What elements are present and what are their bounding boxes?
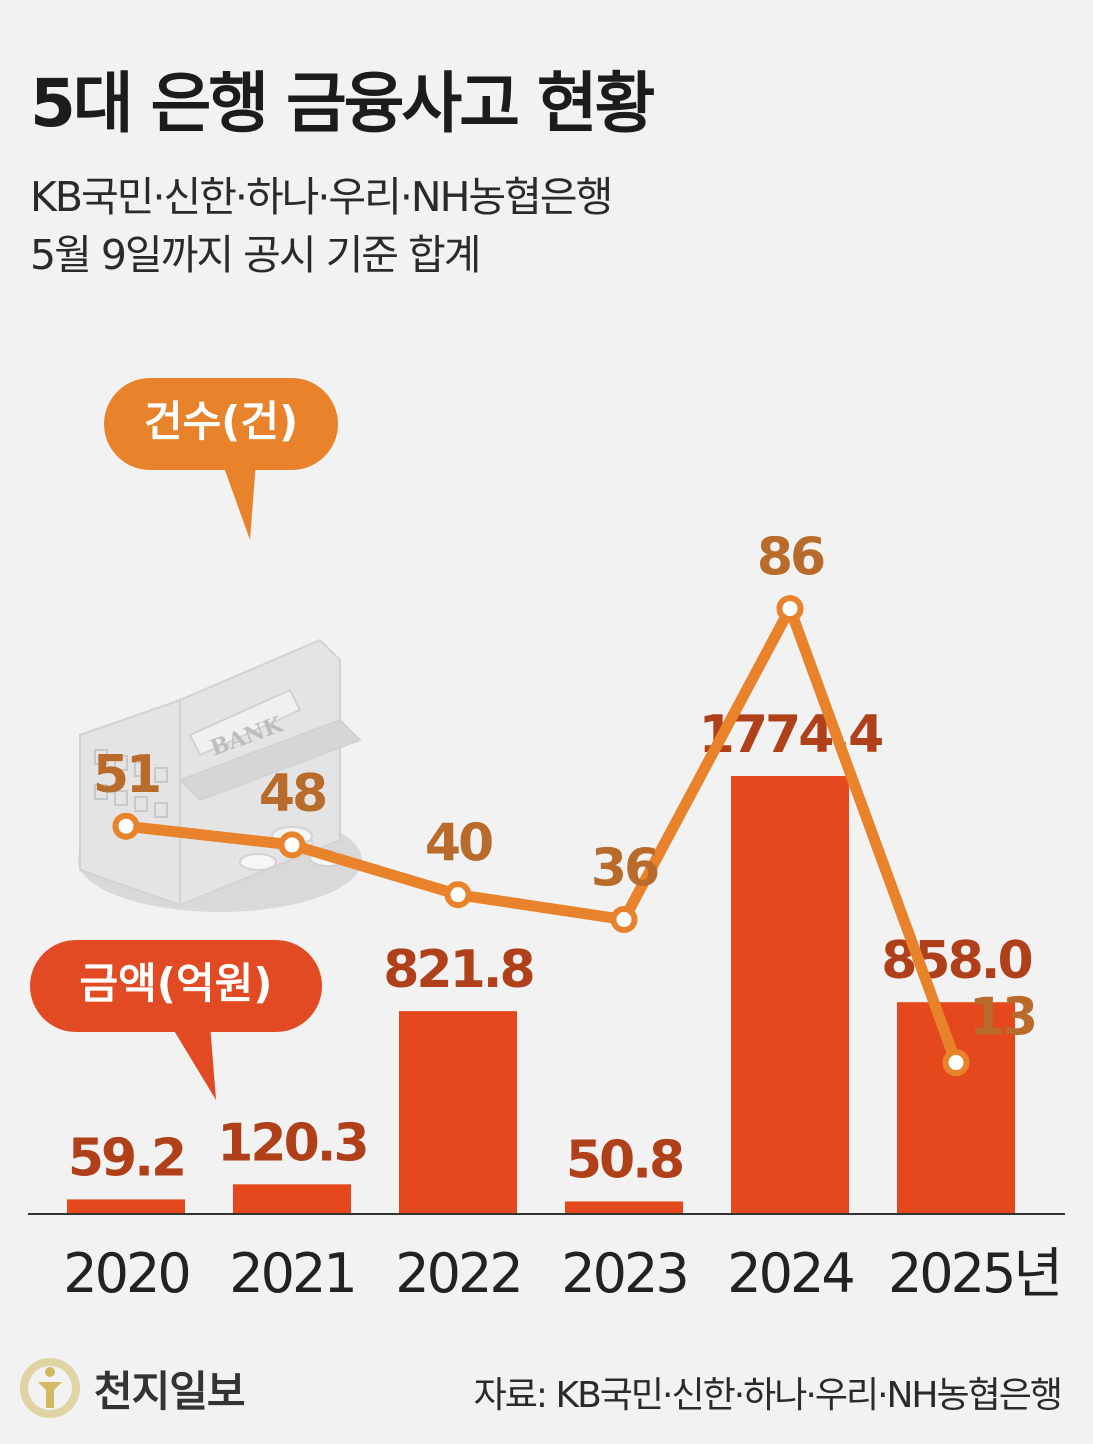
source-note: 자료: KB국민·신한·하나·우리·NH농협은행: [473, 1375, 1063, 1416]
line-value-label: 36: [591, 839, 658, 899]
line-point-2025년: [942, 1049, 970, 1077]
bar-2025년: [897, 1002, 1015, 1214]
bar-value-label: 50.8: [566, 1130, 682, 1190]
count-trend-line: [120, 603, 962, 1069]
line-point-2022: [444, 881, 472, 909]
count-legend-label: 건수(건): [144, 397, 298, 446]
line-value-label: 40: [425, 814, 492, 874]
amount-legend-badge: 금액(억원): [30, 940, 322, 1100]
line-value-label: 51: [93, 745, 159, 805]
bar-value-label: 120.3: [217, 1113, 366, 1173]
bar-2024: [731, 776, 849, 1214]
publisher-name: 천지일보: [94, 1366, 246, 1416]
amount-legend-label: 금액(억원): [80, 959, 273, 1008]
x-tick-label: 2021: [229, 1242, 354, 1305]
bar-value-label: 858.0: [881, 931, 1031, 991]
line-point-2024: [776, 595, 804, 623]
line-series: 51 48 40 36 86 13: [93, 528, 1038, 1077]
publisher-logo: 천지일보: [18, 1356, 246, 1420]
line-point-2021: [278, 831, 306, 859]
bar-2020: [67, 1199, 185, 1214]
line-value-label: 86: [757, 528, 824, 588]
bar-value-label: 821.8: [383, 940, 532, 1000]
line-point-2020: [112, 812, 140, 840]
x-tick-label: 2025년: [888, 1242, 1060, 1305]
subtitle: KB국민·신한·하나·우리·NH농협은행 5월 9일까지 공시 기준 합계: [30, 168, 613, 284]
line-value-label: 13: [969, 988, 1035, 1048]
subtitle-line-2: 5월 9일까지 공시 기준 합계: [30, 231, 482, 279]
chart-title: 5대 은행 금융사고 현황: [30, 65, 655, 142]
line-value-label: 48: [259, 764, 325, 824]
bar-2021: [233, 1184, 351, 1214]
x-tick-label: 2024: [727, 1242, 853, 1305]
x-tick-labels: 2020 2021 2022 2023 2024 2025년: [63, 1242, 1063, 1305]
bar-2022: [399, 1011, 517, 1214]
subtitle-line-1: KB국민·신한·하나·우리·NH농협은행: [30, 173, 613, 221]
count-legend-badge: 건수(건): [104, 378, 338, 540]
x-tick-label: 2023: [561, 1242, 686, 1305]
bar-value-label: 59.2: [68, 1128, 184, 1188]
bar-2023: [565, 1201, 683, 1214]
x-tick-label: 2022: [395, 1242, 520, 1305]
cheonji-logo-icon: [20, 1358, 80, 1418]
x-tick-label: 2020: [63, 1242, 188, 1305]
line-point-2023: [610, 906, 638, 934]
